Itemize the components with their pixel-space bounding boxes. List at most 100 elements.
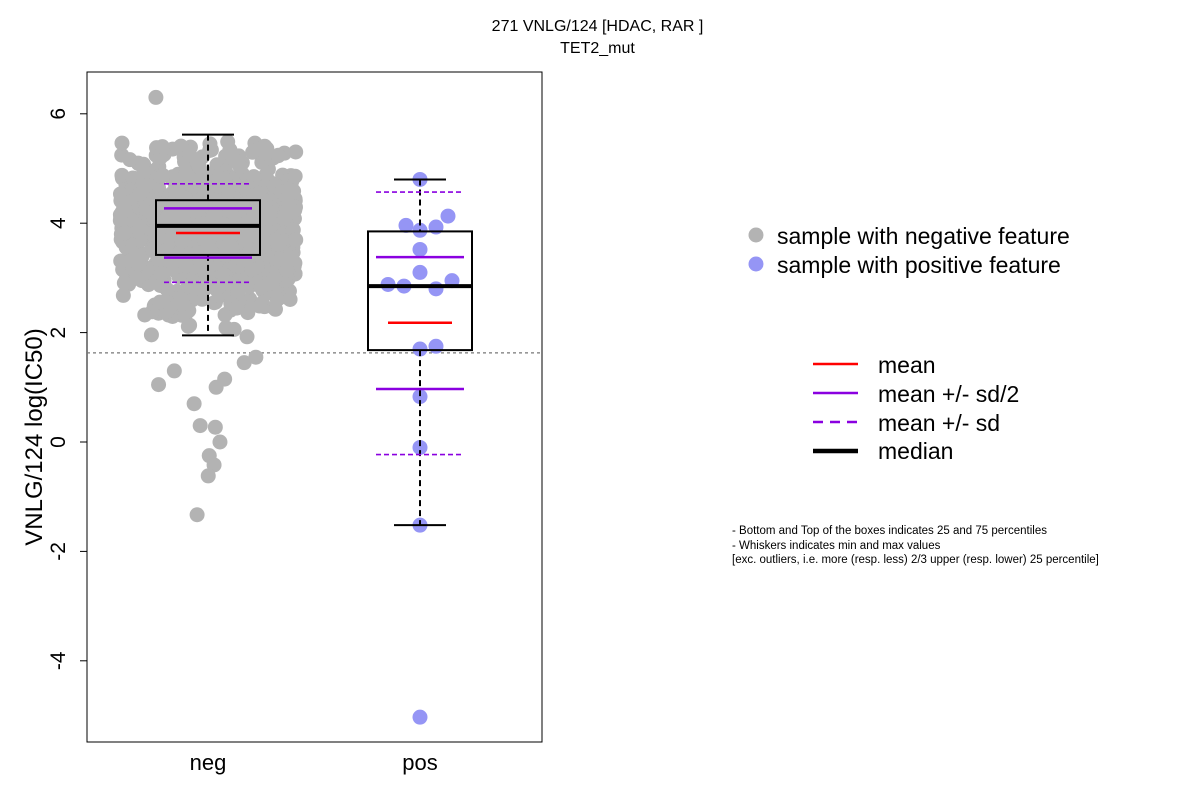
data-point-neg bbox=[245, 202, 261, 218]
legend-label-negative: sample with negative feature bbox=[777, 223, 1070, 249]
data-point-neg bbox=[196, 231, 212, 247]
data-point-neg bbox=[130, 224, 146, 240]
data-point-neg bbox=[138, 178, 154, 194]
data-point-neg bbox=[189, 507, 205, 523]
legend-label-median: median bbox=[878, 438, 954, 464]
legend-label-mean-sd: mean +/- sd bbox=[878, 410, 1001, 436]
data-point-pos bbox=[440, 208, 456, 224]
data-point-neg bbox=[237, 232, 253, 248]
data-point-pos bbox=[412, 389, 428, 405]
data-point-neg bbox=[251, 243, 267, 259]
data-point-neg bbox=[236, 355, 252, 371]
data-point-neg bbox=[239, 329, 255, 345]
data-point-neg bbox=[257, 138, 273, 154]
data-point-neg bbox=[143, 327, 159, 343]
y-tick-label: 0 bbox=[47, 436, 70, 448]
chart-title: 271 VNLG/124 [HDAC, RAR ] bbox=[491, 18, 704, 35]
data-point-neg bbox=[186, 280, 202, 296]
data-point-neg bbox=[191, 159, 207, 175]
y-tick-label: -4 bbox=[47, 651, 70, 670]
data-point-neg bbox=[178, 166, 194, 182]
data-point-neg bbox=[212, 434, 228, 450]
data-point-neg bbox=[166, 363, 182, 379]
data-point-neg bbox=[248, 349, 264, 365]
y-tick-label: 4 bbox=[47, 217, 70, 229]
data-point-pos bbox=[412, 241, 428, 257]
data-point-neg bbox=[115, 287, 131, 303]
data-point-neg bbox=[277, 208, 293, 224]
data-point-neg bbox=[203, 142, 219, 158]
data-point-neg bbox=[253, 279, 269, 295]
data-point-neg bbox=[281, 188, 297, 204]
data-point-neg bbox=[129, 270, 145, 286]
data-point-pos bbox=[412, 341, 428, 357]
data-point-neg bbox=[287, 168, 303, 184]
data-point-neg bbox=[245, 144, 261, 160]
x-tick-label-neg: neg bbox=[190, 750, 227, 775]
data-point-neg bbox=[268, 232, 284, 248]
plot-frame bbox=[86, 71, 543, 743]
legend-label-mean: mean bbox=[878, 352, 936, 378]
x-tick-label-pos: pos bbox=[402, 750, 437, 775]
y-axis-title: VNLG/124 log(IC50) bbox=[21, 328, 48, 545]
data-point-neg bbox=[154, 266, 170, 282]
data-point-neg bbox=[155, 168, 171, 184]
data-point-neg bbox=[117, 225, 133, 241]
data-point-pos bbox=[412, 709, 428, 725]
data-point-neg bbox=[155, 252, 171, 268]
data-point-neg bbox=[288, 232, 304, 248]
data-point-pos bbox=[412, 439, 428, 455]
data-point-neg bbox=[266, 270, 282, 286]
legend-label-positive: sample with positive feature bbox=[777, 252, 1061, 278]
note-line-2: - Whiskers indicates min and max values bbox=[732, 540, 941, 552]
data-point-neg bbox=[220, 183, 236, 199]
data-point-neg bbox=[220, 134, 236, 150]
legend-marker-negative bbox=[748, 227, 764, 243]
data-point-neg bbox=[151, 377, 167, 393]
data-point-neg bbox=[114, 135, 130, 151]
legend-label-mean-half-sd: mean +/- sd/2 bbox=[878, 381, 1020, 407]
data-point-neg bbox=[200, 468, 216, 484]
y-tick-label: 6 bbox=[47, 108, 70, 120]
data-point-neg bbox=[273, 251, 289, 267]
note-line-3: [exc. outliers, i.e. more (resp. less) 2… bbox=[732, 554, 1099, 566]
legend-marker-positive bbox=[748, 256, 764, 272]
data-point-neg bbox=[270, 148, 286, 164]
data-point-neg bbox=[116, 275, 132, 291]
note-line-1: - Bottom and Top of the boxes indicates … bbox=[732, 525, 1047, 537]
data-point-pos bbox=[398, 217, 414, 233]
data-point-neg bbox=[217, 307, 233, 323]
data-point-neg bbox=[218, 320, 234, 336]
data-point-pos bbox=[428, 281, 444, 297]
data-point-neg bbox=[180, 318, 196, 334]
y-tick-label: 2 bbox=[47, 327, 70, 339]
data-point-neg bbox=[208, 379, 224, 395]
box-pos bbox=[367, 230, 473, 352]
data-point-pos bbox=[412, 264, 428, 280]
data-point-neg bbox=[152, 294, 168, 310]
data-point-neg bbox=[148, 89, 164, 105]
data-point-neg bbox=[171, 183, 187, 199]
data-point-neg bbox=[186, 396, 202, 412]
data-point-neg bbox=[267, 301, 283, 317]
data-point-neg bbox=[234, 251, 250, 267]
data-point-neg bbox=[174, 233, 190, 249]
data-point-neg bbox=[244, 261, 260, 277]
data-point-neg bbox=[124, 252, 140, 268]
data-point-neg bbox=[198, 268, 214, 284]
data-point-neg bbox=[225, 149, 241, 165]
data-point-neg bbox=[211, 170, 227, 186]
data-point-neg bbox=[191, 202, 207, 218]
data-point-neg bbox=[222, 202, 238, 218]
data-point-neg bbox=[279, 262, 295, 278]
y-tick-label: -2 bbox=[47, 542, 70, 561]
data-point-neg bbox=[207, 419, 223, 435]
data-point-neg bbox=[154, 139, 170, 155]
data-point-neg bbox=[229, 300, 245, 316]
data-point-neg bbox=[178, 258, 194, 274]
data-point-neg bbox=[122, 152, 138, 168]
data-point-neg bbox=[192, 418, 208, 434]
data-point-neg bbox=[282, 291, 298, 307]
chart-subtitle: TET2_mut bbox=[560, 40, 635, 57]
